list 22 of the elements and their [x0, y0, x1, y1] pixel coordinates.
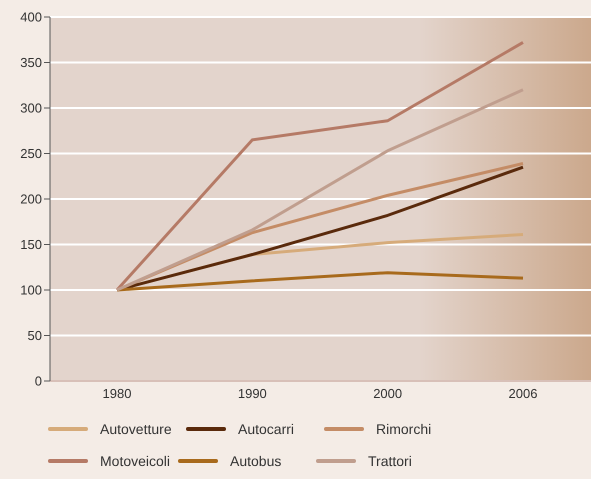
y-tick-label: 0 [34, 374, 42, 389]
y-tick-label: 100 [20, 282, 42, 298]
y-tick-label: 150 [20, 237, 42, 252]
x-tick-label: 2006 [508, 386, 538, 402]
legend-label: Trattori [368, 453, 412, 469]
line-series [116, 271, 524, 292]
legend-label: Rimorchi [376, 421, 432, 437]
legend-label: Autocarri [238, 421, 294, 437]
legend-label: Autobus [230, 453, 282, 469]
y-tick-label: 250 [20, 146, 42, 162]
x-tick-label: 1980 [102, 386, 132, 402]
y-tick-label: 400 [20, 10, 42, 25]
y-tick-label: 200 [20, 192, 42, 207]
y-tick-label: 300 [20, 100, 42, 116]
legend-label: Motoveicoli [100, 453, 170, 469]
legend-label: Autovetture [100, 421, 172, 437]
line-series [116, 88, 524, 292]
x-tick-label: 1990 [238, 386, 267, 402]
y-tick-label: 350 [20, 55, 42, 70]
x-tick-label: 2000 [373, 386, 402, 402]
y-tick-label: 50 [28, 328, 42, 344]
line-series [116, 40, 524, 292]
